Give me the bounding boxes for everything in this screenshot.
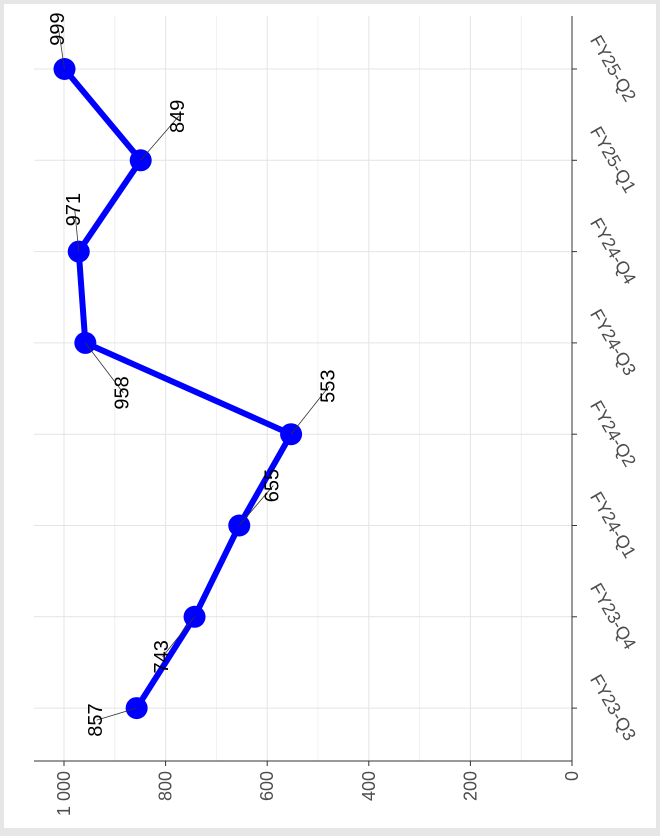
data-label: 999	[47, 12, 69, 45]
category-tick-label: FY24-Q3	[586, 306, 640, 379]
data-label-leader	[58, 28, 65, 70]
data-label-leader	[238, 485, 274, 526]
data-label-leader	[290, 385, 330, 435]
value-tick-label: 800	[156, 771, 176, 801]
data-label-leader	[162, 616, 195, 658]
value-tick-label: 600	[257, 771, 277, 801]
data-label: 971	[63, 193, 85, 226]
category-tick-label: FY24-Q4	[586, 214, 640, 287]
line-chart: 0 200 400 600 800 1 000 FY23-Q3 FY23-Q4 FY24-Q1 F…	[34, 12, 640, 816]
data-label-leader	[74, 209, 80, 252]
chart-frame: 0 200 400 600 800 1 000 FY23-Q3 FY23-Q4 FY24-Q1 F…	[4, 4, 656, 828]
series-path	[62, 67, 295, 710]
category-tick-label: FY24-Q2	[586, 397, 640, 470]
category-tick-label: FY23-Q3	[586, 671, 640, 744]
category-tick-label: FY23-Q4	[586, 580, 640, 653]
series-line	[53, 58, 303, 720]
data-labels: 857 743 655 553 958 971 849 999	[47, 12, 340, 736]
category-tick-label: FY25-Q2	[586, 32, 640, 105]
data-label: 849	[167, 100, 189, 133]
category-tick-label: FY25-Q1	[586, 123, 640, 196]
data-label-leader	[85, 342, 124, 394]
data-label: 743	[151, 640, 173, 673]
data-label: 553	[317, 370, 339, 403]
value-tick-label: 200	[460, 771, 480, 801]
value-tick-label: 400	[359, 771, 379, 801]
data-label: 958	[112, 376, 134, 409]
axes	[34, 16, 573, 762]
data-label-leader	[140, 116, 180, 161]
value-tick-label: 1 000	[54, 771, 74, 816]
data-label: 655	[262, 469, 284, 502]
category-tick-label: FY24-Q1	[586, 488, 640, 561]
data-label-leader	[96, 707, 137, 721]
value-tick-label: 0	[562, 771, 582, 781]
grid-lines	[34, 16, 573, 761]
data-label: 857	[85, 703, 107, 736]
